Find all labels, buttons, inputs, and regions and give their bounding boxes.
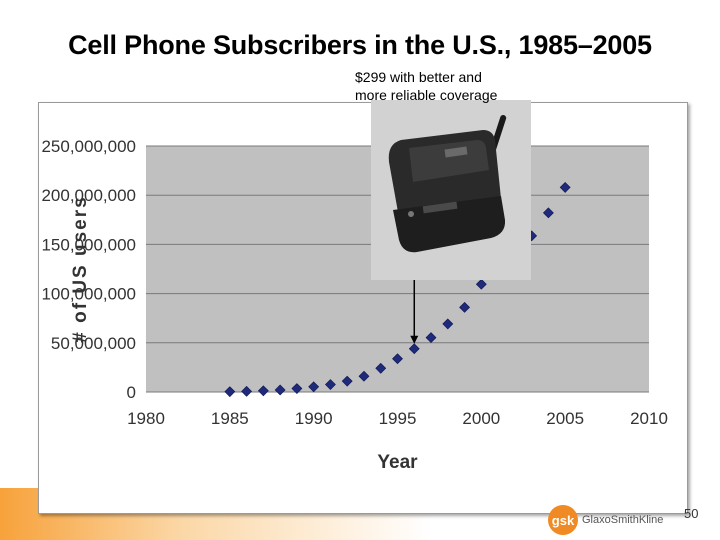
company-logo: gsk GlaxoSmithKline (548, 505, 663, 535)
data-point (559, 182, 571, 193)
y-axis-label: # of US users (70, 195, 91, 342)
slide-title: Cell Phone Subscribers in the U.S., 1985… (68, 30, 652, 60)
data-point (425, 332, 437, 344)
phone-photo (371, 100, 531, 280)
x-tick-label: 2000 (462, 409, 500, 428)
flip-phone-icon (371, 100, 531, 280)
annotation-line-1: $299 with better and (355, 69, 482, 85)
data-point (375, 362, 387, 374)
x-tick-label: 1990 (295, 409, 333, 428)
x-tick-label: 2005 (546, 409, 584, 428)
data-point (392, 353, 403, 365)
data-point (341, 375, 353, 387)
data-point (475, 278, 487, 290)
y-tick-label: 100,000,000 (41, 285, 136, 304)
logo-text: GlaxoSmithKline (582, 514, 664, 526)
data-point (257, 385, 269, 397)
data-point (408, 343, 420, 355)
annotation-arrowhead (410, 335, 419, 344)
data-point (241, 385, 253, 397)
data-point (224, 386, 236, 398)
scatter-chart: 0 50,000,000 100,000,000 150,000,000 200,000… (41, 137, 668, 473)
y-tick-label: 250,000,000 (41, 137, 136, 156)
annotation-text: $299 with better and more reliable cover… (355, 68, 497, 104)
data-point (542, 207, 554, 219)
data-point (274, 384, 286, 396)
y-tick-label: 150,000,000 (41, 235, 136, 254)
data-point (291, 383, 303, 394)
x-tick-label: 1985 (211, 409, 249, 428)
x-tick-label: 1995 (379, 409, 417, 428)
y-tick-label: 0 (127, 383, 136, 402)
y-tick-label: 50,000,000 (51, 334, 136, 353)
page-number: 50 (684, 506, 699, 521)
annotation-line-2: more reliable coverage (355, 87, 498, 103)
data-point (358, 370, 370, 382)
data-point (325, 379, 336, 390)
gsk-logo-icon: gsk (548, 505, 578, 535)
x-tick-label: 1980 (127, 409, 165, 428)
y-tick-label: 200,000,000 (41, 186, 136, 205)
x-axis-label: Year (377, 452, 418, 473)
data-point (459, 301, 470, 313)
chart-frame: 0 50,000,000 100,000,000 150,000,000 200,000… (38, 102, 688, 514)
data-point (442, 318, 454, 330)
data-point (308, 381, 320, 393)
x-tick-label: 2010 (630, 409, 668, 428)
